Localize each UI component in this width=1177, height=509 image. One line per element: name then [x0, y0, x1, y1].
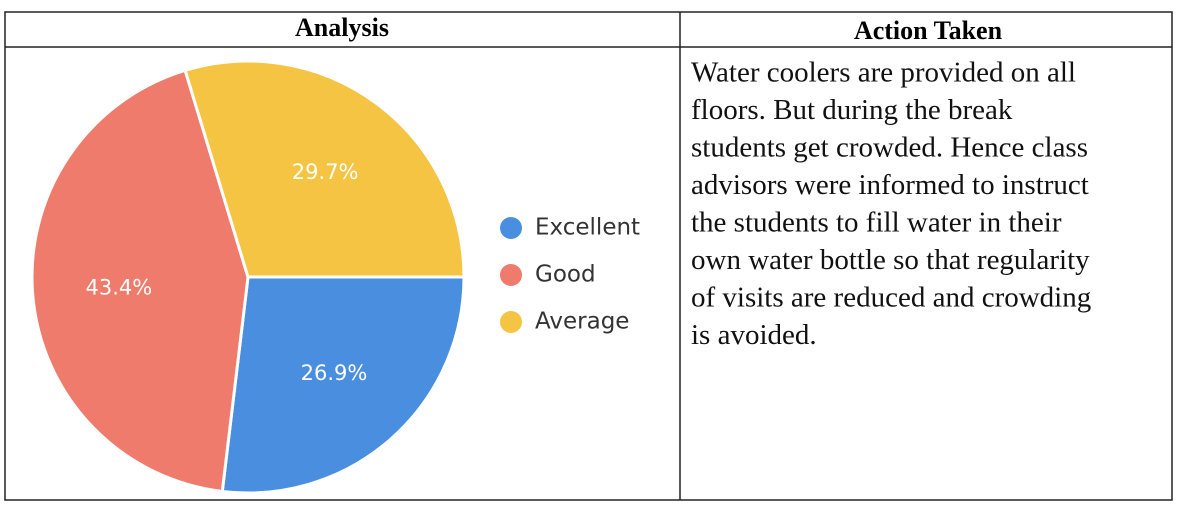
pie-slice — [183, 59, 466, 279]
text-line: of visits are reduced and crowding — [691, 282, 1091, 314]
text-line: students get crowded. Hence class — [691, 132, 1088, 164]
legend-label: Excellent — [535, 215, 640, 241]
header: Analysis — [295, 13, 389, 42]
pie-chart: 26.9% 43.4% 29.7% Excellent Good Average — [30, 59, 640, 495]
table-border — [4, 11, 1173, 501]
action-text: Water coolers are provided on all floors.… — [691, 57, 1091, 352]
legend-swatch — [500, 311, 522, 333]
legend-swatch — [500, 217, 522, 239]
slice-label: 29.7% — [292, 160, 359, 184]
slice-label: 43.4% — [86, 275, 153, 299]
text-line: advisors were informed to instruct — [691, 169, 1089, 201]
legend-swatch — [500, 264, 522, 286]
text-line: the students to fill water in their — [691, 207, 1062, 239]
legend-label: Good — [535, 262, 596, 288]
slice-label: 26.9% — [301, 361, 368, 385]
text-line: is avoided. — [691, 319, 817, 351]
text-line: own water bottle so that regularity — [691, 244, 1090, 276]
text-line: Water coolers are provided on all — [691, 57, 1076, 89]
header: Action Taken — [854, 16, 1003, 45]
pie-slice — [30, 68, 250, 494]
legend-label: Average — [535, 309, 629, 335]
pie-slice — [220, 275, 466, 495]
text-line: floors. But during the break — [691, 94, 1013, 126]
